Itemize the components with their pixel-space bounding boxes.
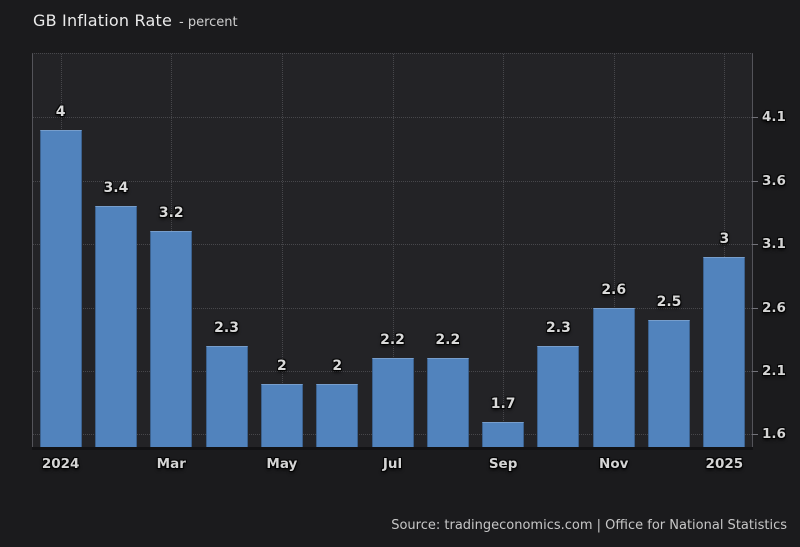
bar[interactable] xyxy=(39,130,82,447)
y-axis-label: 2.1 xyxy=(762,362,786,379)
x-axis-label: May xyxy=(266,456,298,472)
bar-value-label: 2.6 xyxy=(601,281,627,298)
bar[interactable] xyxy=(94,206,137,447)
bar-value-label: 3 xyxy=(719,230,730,247)
bar[interactable] xyxy=(592,307,635,447)
chart-subtitle: - percent xyxy=(179,15,238,30)
source-attribution: Source: tradingeconomics.com | Office fo… xyxy=(391,518,787,533)
y-axis-tick xyxy=(752,307,758,309)
bar-value-label: 4 xyxy=(55,104,66,121)
v-gridline xyxy=(503,54,505,447)
bar[interactable] xyxy=(316,383,359,447)
v-gridline xyxy=(281,54,283,447)
bar-value-label: 2 xyxy=(332,357,343,374)
y-axis-tick xyxy=(752,180,758,182)
bar[interactable] xyxy=(260,383,303,447)
y-axis-tick xyxy=(752,434,758,436)
v-gridline xyxy=(392,54,394,447)
x-axis-label: 2024 xyxy=(41,456,80,472)
bar-value-label: 3.4 xyxy=(103,180,129,197)
bar-value-label: 2.2 xyxy=(435,332,461,349)
y-axis-label: 1.6 xyxy=(762,426,786,443)
bar-value-label: 3.2 xyxy=(158,205,184,222)
bar[interactable] xyxy=(648,320,691,447)
x-axis-label: Sep xyxy=(488,456,518,472)
v-gridline xyxy=(724,54,726,447)
x-axis-label: Nov xyxy=(599,456,629,472)
bar[interactable] xyxy=(426,358,469,447)
y-axis-label: 2.6 xyxy=(762,299,786,316)
x-axis-line xyxy=(32,447,753,450)
y-axis-label: 3.6 xyxy=(762,172,786,189)
bar[interactable] xyxy=(150,231,193,447)
chart-title: GB Inflation Rate xyxy=(33,11,173,30)
bar-value-label: 2 xyxy=(277,357,287,374)
bar-value-label: 2.5 xyxy=(656,294,682,311)
bar[interactable] xyxy=(537,345,580,447)
plot-area: 4.1 3.6 3.1 2.6 2.1 1.6 2024 Mar May Jul Sep Nov 202… xyxy=(32,53,786,472)
y-axis-tick xyxy=(752,117,758,119)
y-axis-tick xyxy=(752,244,758,246)
bar[interactable] xyxy=(371,358,414,447)
y-axis-label: 3.1 xyxy=(762,236,786,253)
v-gridline xyxy=(613,54,615,447)
bar-value-label: 2.3 xyxy=(214,319,239,336)
chart-header: GB Inflation Rate - percent xyxy=(33,11,238,30)
bar[interactable] xyxy=(703,256,746,447)
bar[interactable] xyxy=(482,421,525,447)
y-axis-label: 4.1 xyxy=(762,109,786,126)
x-axis-label: 2025 xyxy=(705,456,744,472)
bar-value-label: 2.2 xyxy=(380,332,405,349)
bar-value-label: 2.3 xyxy=(546,319,571,336)
x-axis-label: Mar xyxy=(156,456,186,472)
x-axis-label: Jul xyxy=(382,456,403,472)
bar-value-label: 1.7 xyxy=(490,395,516,412)
bar[interactable] xyxy=(205,345,248,447)
y-axis-tick xyxy=(752,370,758,372)
